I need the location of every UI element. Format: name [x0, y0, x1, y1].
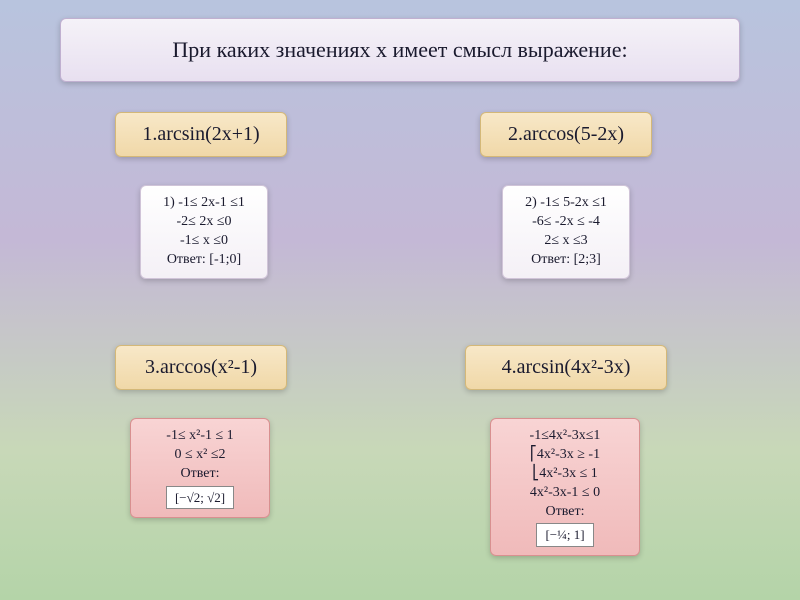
s4-answerbox: [−¼; 1] [536, 523, 593, 547]
title-box: При каких значениях x имеет смысл выраже… [60, 18, 740, 82]
s2-line2: -6≤ -2x ≤ -4 [517, 213, 615, 232]
s4-line2: ⎡4x²-3x ≥ -1 [505, 446, 625, 465]
solution-3: -1≤ x²-1 ≤ 1 0 ≤ x² ≤2 Ответ: [−√2; √2] [130, 418, 270, 518]
problem-1-text: 1.arcsin(2x+1) [142, 123, 259, 145]
problem-3-text: 3.arccos(x²-1) [145, 356, 257, 378]
solution-2: 2) -1≤ 5-2x ≤1 -6≤ -2x ≤ -4 2≤ x ≤3 Отве… [502, 185, 630, 279]
problem-2-text: 2.arccos(5-2x) [508, 123, 624, 145]
s4-line3: ⎣4x²-3x ≤ 1 [505, 465, 625, 484]
s3-answerbox: [−√2; √2] [166, 486, 234, 510]
s3-line3: Ответ: [145, 465, 255, 484]
title-text: При каких значениях x имеет смысл выраже… [172, 37, 627, 62]
s1-line1: 1) -1≤ 2x-1 ≤1 [155, 194, 253, 213]
problem-1: 1.arcsin(2x+1) [115, 112, 287, 157]
s1-line3: -1≤ x ≤0 [155, 232, 253, 251]
problem-4-text: 4.arcsin(4x²-3x) [502, 356, 631, 378]
s2-line4: Ответ: [2;3] [517, 251, 615, 270]
s2-line1: 2) -1≤ 5-2x ≤1 [517, 194, 615, 213]
s4-line4: 4x²-3x-1 ≤ 0 [505, 484, 625, 503]
problem-2: 2.arccos(5-2x) [480, 112, 652, 157]
s1-line2: -2≤ 2x ≤0 [155, 213, 253, 232]
s3-line1: -1≤ x²-1 ≤ 1 [145, 427, 255, 446]
solution-4: -1≤4x²-3x≤1 ⎡4x²-3x ≥ -1 ⎣4x²-3x ≤ 1 4x²… [490, 418, 640, 556]
s3-line2: 0 ≤ x² ≤2 [145, 446, 255, 465]
s2-line3: 2≤ x ≤3 [517, 232, 615, 251]
s4-line1: -1≤4x²-3x≤1 [505, 427, 625, 446]
problem-3: 3.arccos(x²-1) [115, 345, 287, 390]
s4-line5: Ответ: [505, 503, 625, 522]
problem-4: 4.arcsin(4x²-3x) [465, 345, 667, 390]
solution-1: 1) -1≤ 2x-1 ≤1 -2≤ 2x ≤0 -1≤ x ≤0 Ответ:… [140, 185, 268, 279]
s1-line4: Ответ: [-1;0] [155, 251, 253, 270]
